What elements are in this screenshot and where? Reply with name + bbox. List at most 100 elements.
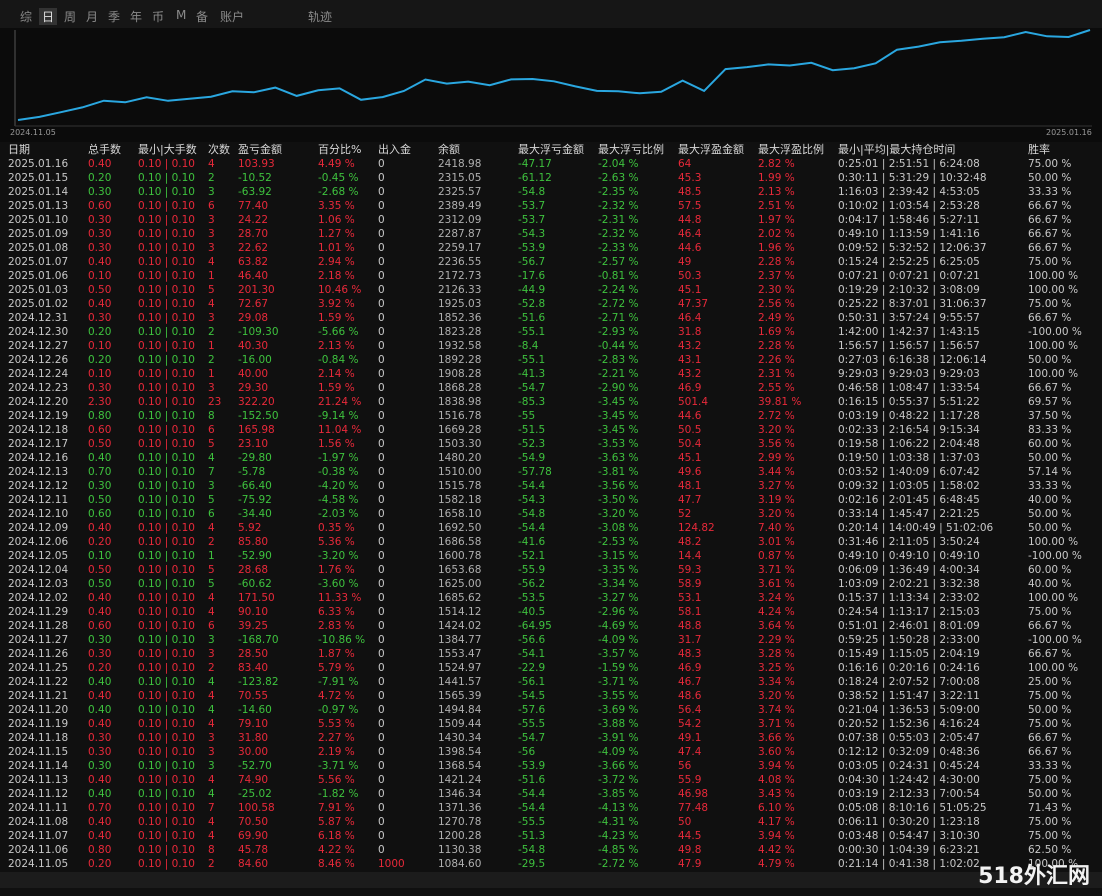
table-cell: 0 (378, 158, 385, 170)
table-cell: 0.10 | 0.10 (138, 466, 195, 478)
table-cell: 4.24 % (758, 606, 795, 618)
table-cell: 2.56 % (758, 298, 795, 310)
table-cell: 45.3 (678, 172, 702, 184)
table-cell: 1424.02 (438, 620, 482, 632)
table-cell: -51.6 (518, 774, 546, 786)
table-cell: 1:16:03 | 2:39:42 | 4:53:05 (838, 186, 980, 198)
table-cell: 0 (378, 396, 385, 408)
table-cell: 1 (208, 340, 215, 352)
table-cell: -55.9 (518, 564, 546, 576)
tab[interactable]: 月 (86, 10, 99, 24)
table-cell: -57.78 (518, 466, 552, 478)
table-cell: 0.10 | 0.10 (138, 480, 195, 492)
column-header: 最大浮盈金额 (678, 143, 744, 156)
table-cell: -0.81 % (598, 270, 639, 282)
table-cell: 1:42:00 | 1:42:37 | 1:43:15 (838, 326, 980, 338)
tab[interactable]: M (176, 8, 187, 22)
table-cell: 4.72 % (318, 690, 355, 702)
tab[interactable]: 年 (130, 10, 143, 24)
tab[interactable]: 备 (196, 10, 209, 24)
table-cell: -52.8 (518, 298, 546, 310)
table-cell: 50.3 (678, 270, 702, 282)
table-cell: 8 (208, 410, 215, 422)
table-cell: 0 (378, 228, 385, 240)
table-cell: 0 (378, 270, 385, 282)
table-cell: 3 (208, 746, 215, 758)
table-cell: -3.20 % (598, 508, 639, 520)
table-cell: 6 (208, 508, 215, 520)
table-cell: 1823.28 (438, 326, 482, 338)
table-cell: 1371.36 (438, 802, 482, 814)
table-cell: -3.56 % (598, 480, 639, 492)
chart-area (0, 28, 1102, 138)
table-cell: 4 (208, 606, 215, 618)
table-cell: 3.71 % (758, 718, 795, 730)
table-cell: 2024.11.13 (8, 774, 69, 786)
table-cell: -60.62 (238, 578, 272, 590)
table-cell: 1494.84 (438, 704, 482, 716)
table-cell: 57.5 (678, 200, 702, 212)
table-cell: 0.10 | 0.10 (138, 340, 195, 352)
table-cell: 0 (378, 606, 385, 618)
table-cell: 71.43 % (1028, 802, 1072, 814)
table-cell: -54.9 (518, 452, 546, 464)
table-cell: -3.34 % (598, 578, 639, 590)
table-cell: 3 (208, 214, 215, 226)
table-cell: 3 (208, 312, 215, 324)
table-cell: 1515.78 (438, 480, 482, 492)
table-cell: 56 (678, 760, 692, 772)
tab[interactable]: 综 (20, 10, 33, 24)
table-cell: -123.82 (238, 676, 279, 688)
table-cell: 0.10 | 0.10 (138, 396, 195, 408)
table-cell: 3.56 % (758, 438, 795, 450)
table-cell: 39.25 (238, 620, 269, 632)
table-cell: 50.00 % (1028, 452, 1072, 464)
column-header: 最小|平均|最大持仓时间 (838, 143, 956, 156)
tab[interactable]: 账户 (220, 10, 245, 24)
table-cell: 3.01 % (758, 536, 795, 548)
table-cell: 53.1 (678, 592, 702, 604)
column-header: 百分比% (318, 143, 362, 156)
tab[interactable]: 周 (64, 10, 77, 24)
table-cell: -55.1 (518, 354, 546, 366)
table-cell: 4 (208, 158, 215, 170)
table-cell: 0.40 (88, 298, 112, 310)
table-cell: 3.94 % (758, 760, 795, 772)
table-cell: 0.40 (88, 718, 112, 730)
table-cell: 0.30 (88, 648, 112, 660)
tab[interactable]: 日 (39, 8, 58, 25)
table-cell: 0:04:30 | 1:24:42 | 4:30:00 (838, 774, 980, 786)
table-cell: 4 (208, 452, 215, 464)
tab[interactable]: 轨迹 (308, 10, 333, 24)
table-cell: 5 (208, 578, 215, 590)
table-cell: 0:06:09 | 1:36:49 | 4:00:34 (838, 564, 980, 576)
table-cell: 3.35 % (318, 200, 355, 212)
tab[interactable]: 币 (152, 10, 165, 24)
table-cell: 2389.49 (438, 200, 482, 212)
column-header: 出入金 (378, 143, 411, 156)
table-cell: 1 (208, 550, 215, 562)
table-cell: 5.53 % (318, 718, 355, 730)
table-cell: 0 (378, 732, 385, 744)
table-cell: 2287.87 (438, 228, 482, 240)
table-cell: 48.6 (678, 690, 702, 702)
table-cell: 2025.01.02 (8, 298, 69, 310)
table-cell: -56.1 (518, 676, 546, 688)
table-cell: -22.9 (518, 662, 546, 674)
table-cell: 0:21:14 | 0:41:38 | 1:02:02 (838, 858, 980, 870)
table-cell: -52.70 (238, 760, 272, 772)
table-cell: 3.71 % (758, 564, 795, 576)
tab[interactable]: 季 (108, 10, 121, 24)
table-cell: 2024.12.31 (8, 312, 69, 324)
table-cell: 0.10 | 0.10 (138, 256, 195, 268)
table-cell: 0.40 (88, 816, 112, 828)
table-cell: 72.67 (238, 298, 269, 310)
table-cell: 48.3 (678, 648, 702, 660)
table-cell: 0:10:02 | 1:03:54 | 2:53:28 (838, 200, 980, 212)
table-cell: 2.27 % (318, 732, 355, 744)
total-row-band (0, 872, 1102, 888)
table-cell: -4.09 % (598, 746, 639, 758)
table-cell: 46.7 (678, 676, 702, 688)
table-cell: 0.10 | 0.10 (138, 312, 195, 324)
table-cell: 0 (378, 844, 385, 856)
